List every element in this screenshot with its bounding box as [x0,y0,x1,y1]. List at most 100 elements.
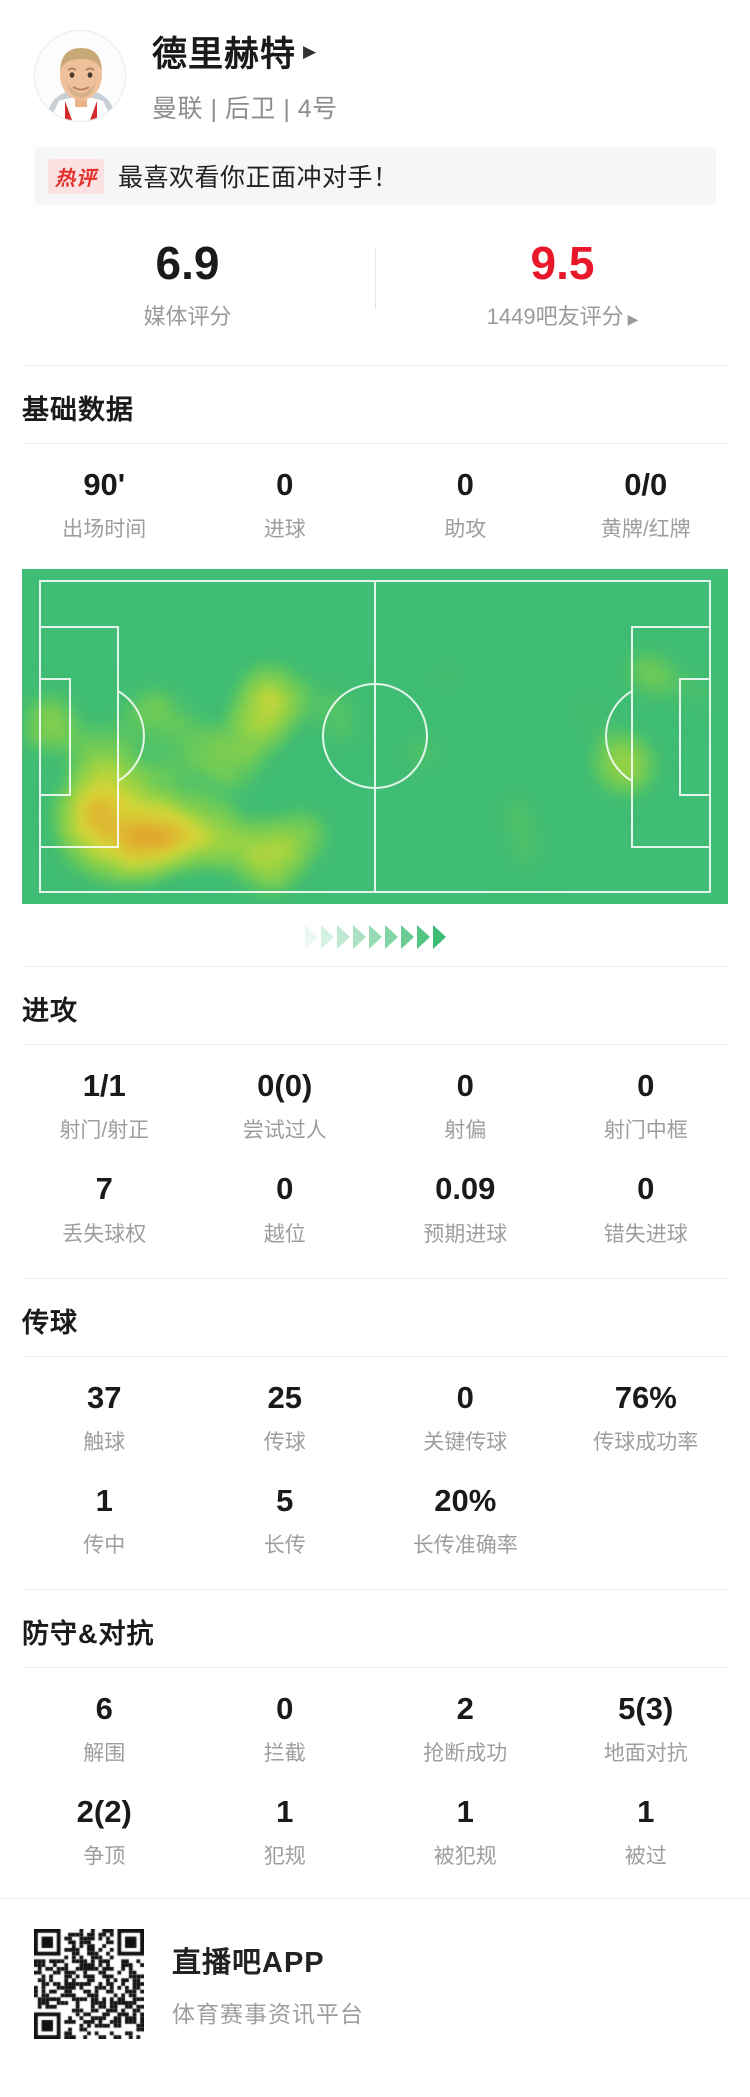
stat-cell: 76% 传球成功率 [556,1379,737,1456]
chevron-right-icon [336,925,350,950]
stat-value: 0.09 [435,1171,496,1207]
stat-value: 1/1 [82,1068,126,1104]
stat-value: 20% [434,1482,497,1518]
stat-value: 1 [456,1793,474,1829]
hot-comment-text: 最喜欢看你正面冲对手！ [118,164,399,192]
stat-label: 抢断成功 [423,1741,508,1765]
section-attack: 进攻 1/1 射门/射正 0(0) 尝试过人 0 射偏 0 射门中框 7 [0,989,750,1247]
stat-value: 0 [276,1690,294,1726]
divider [22,443,728,445]
divider [22,1355,728,1357]
stat-label: 进球 [263,518,306,542]
stat-value: 5 [276,1482,294,1518]
app-tagline: 体育赛事资讯平台 [172,2000,364,2027]
stat-value: 0 [276,467,294,503]
stat-cell: 5(3) 地面对抗 [556,1690,737,1767]
stat-label: 拦截 [263,1741,306,1765]
rating-media-label: 媒体评分 [0,299,375,331]
stat-label: 传球成功率 [593,1430,699,1454]
stat-value: 0/0 [624,467,668,503]
stat-label: 被犯规 [433,1844,497,1868]
stat-value: 25 [267,1379,302,1415]
stat-label: 助攻 [444,518,487,542]
chevron-right-icon [400,925,414,950]
stat-cell: 25 传球 [195,1379,376,1456]
section-defense-title: 防守&对抗 [22,1618,155,1649]
section-attack-title: 进攻 [22,996,78,1027]
rating-media-value: 6.9 [155,237,220,289]
stat-cell: 0 射门中框 [556,1069,737,1144]
stat-cell-empty [556,1484,737,1559]
stat-value: 0 [637,1171,655,1207]
player-name-row[interactable]: 德里赫特 ▶ [152,26,338,77]
rating-media-label-text: 媒体评分 [143,304,232,330]
hot-comment-badge: 热评 [48,158,104,194]
rating-fans-value: 9.5 [530,237,595,289]
stat-value: 0 [456,1068,474,1104]
stat-cell: 2 抢断成功 [375,1690,556,1767]
stat-cell: 0 拦截 [195,1690,376,1767]
stat-cell: 0.09 预期进球 [375,1172,556,1247]
divider [22,1588,728,1590]
stat-value: 6 [95,1690,113,1726]
pitch-lines [39,580,711,894]
qr-code-icon[interactable] [34,1928,144,2039]
stat-label: 黄牌/红牌 [600,518,691,542]
hot-comment[interactable]: 热评 最喜欢看你正面冲对手！ [34,147,716,205]
stat-cell: 1 被犯规 [375,1793,556,1870]
stat-label: 传球 [263,1430,306,1454]
stat-cell: 2(2) 争顶 [14,1793,195,1870]
chevron-right-icon [368,925,382,950]
section-defense-row-1: 2(2) 争顶 1 犯规 1 被犯规 1 被过 [0,1793,750,1870]
rating-fans[interactable]: 9.5 1449吧友评分 ▶ [375,239,750,331]
stat-value: 1 [637,1793,655,1829]
avatar[interactable] [34,29,126,122]
stat-label: 犯规 [263,1844,306,1868]
stat-cell: 1/1 射门/射正 [14,1069,195,1144]
rating-fans-label-text: 1449吧友评分 [486,304,624,330]
stat-value: 37 [87,1379,122,1415]
stat-label: 射门中框 [603,1119,688,1143]
stat-label: 关键传球 [423,1430,508,1454]
stat-cell: 0 进球 [195,468,376,543]
stat-label: 被过 [624,1844,667,1868]
section-attack-row-0: 1/1 射门/射正 0(0) 尝试过人 0 射偏 0 射门中框 [0,1069,750,1144]
divider [22,365,728,367]
ratings-row: 6.9 媒体评分 9.5 1449吧友评分 ▶ [0,239,750,331]
player-meta: 曼联 | 后卫 | 4号 [152,95,338,123]
stat-cell: 0 关键传球 [375,1380,556,1456]
chevron-right-icon [384,925,398,950]
stat-value: 2(2) [76,1793,132,1829]
stat-label: 地面对抗 [603,1741,688,1765]
stat-value: 0(0) [257,1068,313,1104]
section-passing-title: 传球 [22,1307,78,1338]
chevron-right-icon [320,925,334,950]
stat-value: 76% [614,1379,677,1415]
stat-value: 0 [637,1068,655,1104]
stat-label: 解围 [83,1741,126,1765]
stat-label: 出场时间 [62,518,147,542]
player-identity: 德里赫特 ▶ 曼联 | 后卫 | 4号 [152,26,338,125]
stat-cell: 0 越位 [195,1172,376,1247]
player-portrait-icon [35,30,125,121]
stat-label: 尝试过人 [242,1119,327,1143]
attack-direction-arrows [22,922,728,952]
chevron-right-icon [416,925,430,950]
heatmap-wrap [0,569,750,952]
hot-comment-wrap: 热评 最喜欢看你正面冲对手！ [0,147,750,205]
stat-label: 触球 [83,1430,126,1454]
player-header: 德里赫特 ▶ 曼联 | 后卫 | 4号 [0,0,750,125]
chevron-right-icon [304,925,318,950]
divider [22,1277,728,1279]
stat-cell: 37 触球 [14,1379,195,1456]
heatmap-pitch[interactable] [22,569,728,905]
stat-value: 5(3) [618,1690,674,1726]
player-name: 德里赫特 [152,35,297,74]
divider [22,1666,728,1668]
stat-cell: 0 射偏 [375,1069,556,1144]
stat-cell: 0 错失进球 [556,1172,737,1247]
stat-value: 0 [456,467,474,503]
section-defense-row-0: 6 解围 0 拦截 2 抢断成功 5(3) 地面对抗 [0,1690,750,1767]
stat-value: 2 [456,1690,474,1726]
